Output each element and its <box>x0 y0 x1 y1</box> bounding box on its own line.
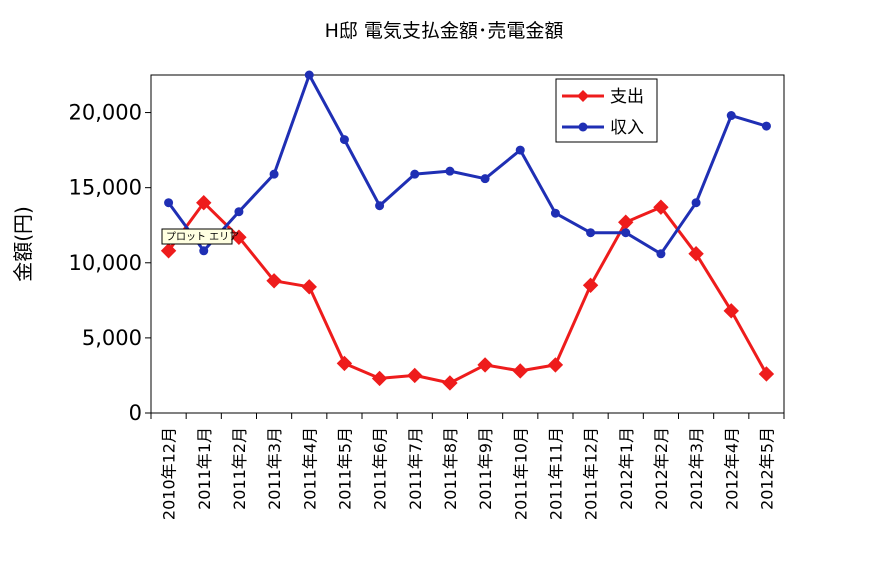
x-tick-label: 2011年3月 <box>265 427 284 510</box>
plot-area-tooltip: プロット エリア <box>161 228 239 245</box>
y-tick-label: 15,000 <box>69 176 142 200</box>
data-point[interactable] <box>656 249 666 259</box>
data-point[interactable] <box>758 366 775 382</box>
y-axis: 0 5,000 10,000 15,000 20,000 <box>69 101 151 425</box>
data-point[interactable] <box>621 228 631 238</box>
x-tick-label: 2012年1月 <box>617 427 636 510</box>
x-tick-label: 2011年9月 <box>476 427 495 510</box>
legend-marker <box>577 90 589 102</box>
data-point[interactable] <box>304 70 314 80</box>
x-tick-label: 2011年12月 <box>582 427 601 520</box>
data-point[interactable] <box>231 229 247 245</box>
data-point[interactable] <box>688 246 704 262</box>
tooltip-text: プロット エリア <box>166 231 239 243</box>
series-line <box>167 201 768 385</box>
x-tick-label: 2011年2月 <box>230 427 249 510</box>
x-tick-label: 2012年4月 <box>722 427 741 510</box>
y-tick-label: 5,000 <box>82 326 142 350</box>
data-point[interactable] <box>515 145 525 155</box>
x-tick-label: 2011年5月 <box>335 427 354 510</box>
data-point[interactable] <box>266 273 282 289</box>
data-point[interactable] <box>726 111 736 121</box>
x-tick-label: 2011年6月 <box>371 427 390 510</box>
data-point[interactable] <box>442 375 458 391</box>
x-tick-label: 2012年3月 <box>687 427 706 510</box>
x-tick-label: 2011年4月 <box>300 427 319 510</box>
x-tick-label: 2012年2月 <box>652 427 671 510</box>
y-tick-label: 20,000 <box>69 101 142 125</box>
x-tick-label: 2011年11月 <box>546 427 565 520</box>
chart-title: H邸 電気支払金額･売電金額 <box>325 20 564 42</box>
data-point[interactable] <box>691 198 701 208</box>
data-point[interactable] <box>723 303 739 319</box>
x-tick-label: 2011年7月 <box>406 427 425 510</box>
tooltip-box <box>161 228 233 245</box>
data-point[interactable] <box>761 121 771 131</box>
series-0 <box>160 194 775 391</box>
legend-label: 支出 <box>610 87 644 107</box>
data-point[interactable] <box>480 174 490 184</box>
x-tick-label: 2010年12月 <box>160 427 179 520</box>
legend-box <box>555 78 658 143</box>
y-axis-title: 金額(円) <box>11 206 35 282</box>
x-tick-label: 2011年8月 <box>441 427 460 510</box>
data-point[interactable] <box>410 169 420 179</box>
y-tick-label: 0 <box>129 401 142 425</box>
data-point[interactable] <box>371 370 388 387</box>
data-point[interactable] <box>477 357 493 373</box>
data-point[interactable] <box>336 355 353 372</box>
data-point[interactable] <box>269 169 279 179</box>
data-point[interactable] <box>582 277 599 294</box>
x-tick-label: 2011年1月 <box>195 427 214 510</box>
x-tick-label: 2011年10月 <box>511 427 530 520</box>
x-axis: 2010年12月 2011年1月 2011年2月 2011年3月 2011年4月 2011… <box>150 413 785 520</box>
x-tick-label: 2012年5月 <box>757 427 776 510</box>
data-point[interactable] <box>550 208 560 218</box>
data-point[interactable] <box>445 166 455 176</box>
data-point[interactable] <box>164 198 174 208</box>
plot-area[interactable] <box>150 74 785 414</box>
y-tick-label: 10,000 <box>69 251 142 275</box>
data-point[interactable] <box>301 279 317 295</box>
series-line <box>167 73 767 256</box>
legend-marker <box>578 122 588 132</box>
data-point[interactable] <box>586 228 596 238</box>
data-point[interactable] <box>512 363 528 379</box>
data-point[interactable] <box>196 194 212 211</box>
data-point[interactable] <box>160 243 177 259</box>
data-point[interactable] <box>375 201 385 211</box>
data-point[interactable] <box>199 246 209 256</box>
data-point[interactable] <box>234 207 244 217</box>
series-1 <box>164 70 771 259</box>
series-layer <box>160 70 775 391</box>
data-point[interactable] <box>547 357 564 373</box>
data-point[interactable] <box>407 367 423 384</box>
legend-label: 収入 <box>610 118 644 138</box>
data-point[interactable] <box>653 199 669 215</box>
data-point[interactable] <box>339 135 349 145</box>
